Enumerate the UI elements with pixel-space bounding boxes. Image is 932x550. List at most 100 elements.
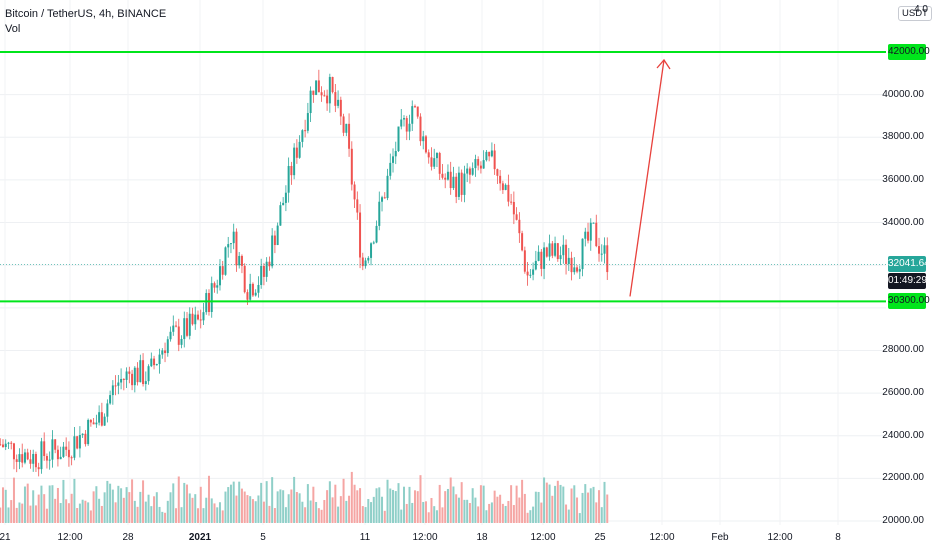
volume-bar	[337, 506, 340, 523]
candle-body	[364, 260, 367, 267]
candle-body	[567, 257, 570, 264]
candle-countdown-tag: 01:49:29	[888, 273, 927, 290]
candle-body	[526, 271, 529, 276]
candle-body	[153, 358, 156, 366]
support-price-tag: 30300.00	[888, 293, 930, 310]
volume-bar	[238, 481, 241, 523]
volume-bar	[213, 503, 216, 523]
volume-bar	[350, 471, 353, 523]
volume-bar	[29, 505, 32, 523]
volume-bar	[202, 508, 205, 523]
candle-body	[438, 153, 441, 174]
candle-body	[34, 453, 37, 468]
volume-bar	[523, 493, 526, 523]
candle-body	[424, 136, 427, 153]
volume-bar	[334, 484, 337, 523]
candle-body	[534, 260, 537, 270]
time-tick-label: 21	[0, 532, 11, 543]
volume-bar	[84, 500, 87, 523]
volume-bar	[312, 486, 315, 523]
candle-body	[301, 130, 304, 142]
volume-bar	[496, 496, 499, 523]
candle-body	[29, 459, 32, 464]
candle-body	[62, 446, 65, 457]
candle-body	[100, 412, 103, 426]
candle-body	[570, 257, 573, 273]
candle-body	[73, 436, 76, 458]
candle-body	[427, 152, 430, 158]
volume-bar	[331, 497, 334, 523]
volume-bar	[551, 495, 554, 523]
volume-bar	[37, 494, 40, 523]
candle-body	[392, 156, 395, 163]
candle-body	[576, 267, 579, 272]
volume-bar	[598, 490, 601, 523]
volume-bar	[595, 502, 598, 523]
volume-bar	[158, 506, 161, 523]
candle-body	[48, 459, 51, 461]
volume-bar	[433, 506, 436, 523]
candle-body	[262, 265, 265, 277]
candle-body	[389, 162, 392, 176]
volume-bar	[166, 500, 169, 523]
candle-body	[43, 441, 46, 457]
candle-body	[529, 274, 532, 276]
volume-bar	[518, 497, 521, 523]
volume-bar	[499, 494, 502, 523]
candle-body	[37, 467, 40, 470]
candle-body	[422, 136, 425, 142]
candle-body	[411, 106, 414, 124]
candle-body	[540, 251, 543, 269]
candle-body	[378, 201, 381, 226]
candle-body	[312, 90, 315, 95]
volume-bar	[117, 485, 120, 523]
volume-bar	[273, 508, 276, 523]
candle-body	[265, 261, 268, 277]
candle-body	[400, 119, 403, 127]
candle-body	[4, 443, 7, 448]
volume-bar	[545, 482, 548, 523]
volume-bar	[262, 501, 265, 523]
candle-body	[254, 292, 257, 296]
candle-body	[589, 222, 592, 241]
volume-bar	[411, 502, 414, 523]
volume-bar	[504, 505, 507, 523]
volume-bar	[298, 493, 301, 523]
candle-body	[317, 80, 320, 93]
volume-bar	[317, 508, 320, 523]
candle-body	[334, 92, 337, 106]
volume-bar	[51, 485, 54, 523]
projection-arrow[interactable]	[629, 58, 671, 297]
volume-bar	[224, 491, 227, 523]
candle-body	[1, 444, 4, 448]
volume-bar	[142, 480, 145, 523]
currency-badge[interactable]: USDT	[898, 6, 932, 21]
candle-body	[18, 454, 21, 462]
volume-bar	[392, 489, 395, 523]
candle-body	[194, 314, 197, 325]
candle-body	[273, 235, 276, 246]
candle-body	[15, 459, 18, 462]
volume-bar	[205, 497, 208, 523]
volume-bar	[279, 489, 282, 523]
candle-body	[578, 269, 581, 272]
candle-body	[521, 233, 524, 251]
volume-bar	[466, 499, 469, 523]
candle-body	[455, 176, 458, 197]
candle-body	[147, 366, 150, 382]
volume-indicator-label[interactable]: Vol	[5, 23, 21, 35]
volume-bar	[131, 479, 134, 523]
volume-bar	[345, 500, 348, 523]
volume-bar	[254, 501, 257, 523]
symbol-title[interactable]: Bitcoin / TetherUS, 4h, BINANCE	[5, 8, 167, 20]
time-tick-label: 18	[476, 532, 488, 543]
candle-body	[383, 197, 386, 199]
volume-bar	[144, 501, 147, 523]
candle-body	[477, 159, 480, 166]
volume-bar	[479, 485, 482, 523]
candle-body	[136, 367, 139, 383]
candle-body	[180, 339, 183, 345]
volume-bar	[290, 489, 293, 523]
volume-bar	[284, 507, 287, 523]
